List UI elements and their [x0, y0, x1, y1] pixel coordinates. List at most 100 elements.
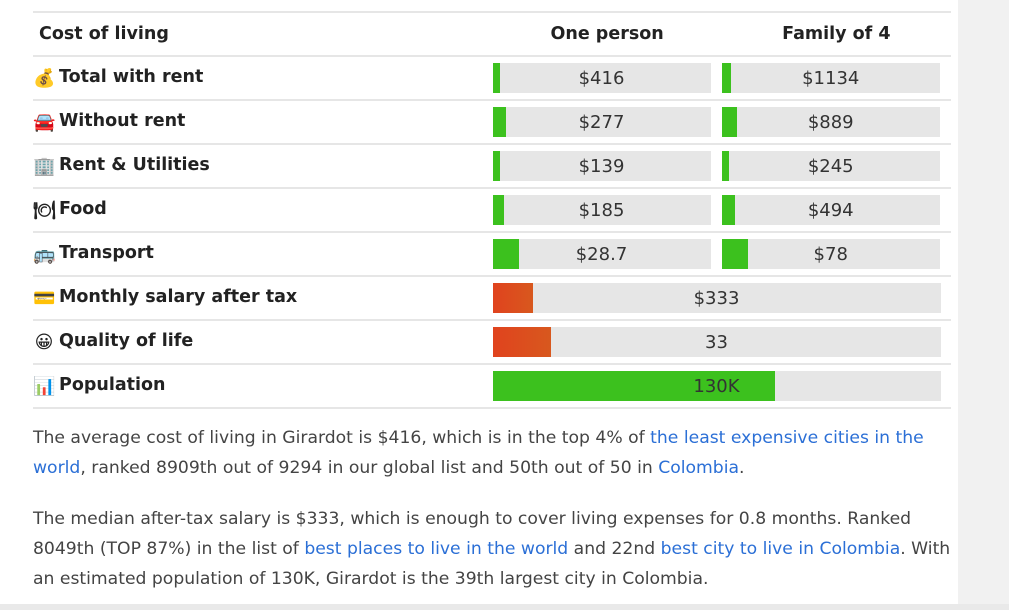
one-person-value: $185 [578, 199, 625, 221]
metric-cell: 33 [492, 319, 951, 364]
one-person-bar-fill [492, 63, 500, 93]
row-label: 🏢 Rent & Utilities [33, 143, 493, 188]
row-label: 😀 Quality of life [33, 319, 493, 364]
metric-value: $333 [693, 287, 740, 309]
family-of-4-value: $494 [807, 199, 854, 221]
family-of-4-cell: $889 [721, 99, 951, 144]
family-of-4-bar: $494 [721, 195, 940, 225]
building-icon: 🏢 [33, 156, 56, 177]
bar-chart-icon: 📊 [33, 376, 56, 397]
average-cost-paragraph: The average cost of living in Girardot i… [33, 423, 953, 483]
family-of-4-bar-fill [721, 107, 737, 137]
row-label-text: Total with rent [59, 67, 204, 87]
one-person-value: $28.7 [575, 243, 628, 265]
one-person-value: $416 [578, 67, 625, 89]
one-person-bar: $277 [492, 107, 711, 137]
row-label-text: Transport [59, 243, 154, 263]
salary-paragraph: The median after-tax salary is $333, whi… [33, 504, 953, 594]
header-cost-of-living: Cost of living [33, 11, 493, 56]
smiley-face-icon: 😀 [34, 332, 54, 353]
paragraph-text: The average cost of living in Girardot i… [33, 428, 651, 448]
row-label-text: Monthly salary after tax [59, 287, 298, 307]
best-city-colombia-link[interactable]: best city to live in Colombia [660, 539, 901, 559]
row-label-text: Food [59, 199, 107, 219]
metric-bar-fill [492, 371, 775, 401]
row-label: 🍽 Food [33, 187, 493, 232]
one-person-bar-fill [492, 239, 519, 269]
family-of-4-bar: $889 [721, 107, 940, 137]
family-of-4-bar-fill [721, 239, 748, 269]
paragraph-text: . With an estimated population of 130K, … [33, 539, 951, 589]
family-of-4-bar-fill [721, 195, 735, 225]
least-expensive-cities-link[interactable]: the least expensive cities in the world [33, 428, 924, 478]
family-of-4-bar-fill [721, 151, 729, 181]
family-of-4-cell: $1134 [721, 55, 951, 100]
row-label-text: Quality of life [59, 331, 194, 351]
row-label: 🚌 Transport [33, 231, 493, 276]
one-person-cell: $416 [492, 55, 722, 100]
metric-bar: 33 [492, 327, 941, 357]
one-person-cell: $139 [492, 143, 722, 188]
table-row: 🏢 Rent & Utilities $139 $245 [33, 143, 951, 188]
table-row: 🚌 Transport $28.7 $78 [33, 231, 951, 276]
metric-bar: 130K [492, 371, 941, 401]
one-person-cell: $277 [492, 99, 722, 144]
one-person-bar-fill [492, 151, 500, 181]
family-of-4-cell: $494 [721, 187, 951, 232]
car-icon: 🚘 [33, 112, 56, 133]
family-of-4-value: $245 [807, 155, 854, 177]
one-person-bar-fill [492, 195, 504, 225]
colombia-link[interactable]: Colombia [658, 458, 740, 478]
one-person-cell: $185 [492, 187, 722, 232]
row-label-text: Rent & Utilities [59, 155, 210, 175]
one-person-bar-fill [492, 107, 506, 137]
one-person-bar: $139 [492, 151, 711, 181]
money-bag-icon: 💰 [33, 68, 56, 89]
family-of-4-bar: $1134 [721, 63, 940, 93]
table-row: 😀 Quality of life 33 [33, 319, 951, 364]
table-row: 💰 Total with rent $416 $1134 [33, 55, 951, 100]
family-of-4-value: $78 [813, 243, 848, 265]
metric-cell: 130K [492, 363, 951, 409]
paragraph-text: , ranked 8909th out of 9294 in our globa… [80, 458, 659, 478]
family-of-4-cell: $245 [721, 143, 951, 188]
row-label: 💳 Monthly salary after tax [33, 275, 493, 320]
table-row: 📊 Population 130K [33, 363, 951, 409]
table-row: 💳 Monthly salary after tax $333 [33, 275, 951, 320]
header-one-person: One person [492, 11, 722, 56]
page-bottom-divider [0, 604, 1009, 610]
paragraph-text: . [739, 458, 745, 478]
bus-icon: 🚌 [33, 244, 56, 265]
family-of-4-bar: $245 [721, 151, 940, 181]
metric-bar-fill [492, 327, 551, 357]
paragraph-text: The median after-tax salary is $333, whi… [33, 509, 912, 559]
family-of-4-value: $889 [807, 111, 854, 133]
one-person-value: $139 [578, 155, 625, 177]
page-right-margin [958, 0, 1009, 610]
paragraph-text: and 22nd [568, 539, 661, 559]
one-person-bar: $416 [492, 63, 711, 93]
table-row: 🚘 Without rent $277 $889 [33, 99, 951, 144]
table-row: 🍽 Food $185 $494 [33, 187, 951, 232]
family-of-4-value: $1134 [802, 67, 860, 89]
metric-value: 33 [705, 331, 728, 353]
cost-of-living-table: Cost of living One person Family of 4 💰 T… [33, 11, 951, 409]
plate-utensils-icon: 🍽 [33, 200, 56, 221]
row-label-text: Population [59, 375, 166, 395]
one-person-value: $277 [578, 111, 625, 133]
family-of-4-bar: $78 [721, 239, 940, 269]
table-header-row: Cost of living One person Family of 4 [33, 11, 951, 56]
row-label: 🚘 Without rent [33, 99, 493, 144]
one-person-bar: $28.7 [492, 239, 711, 269]
metric-bar-fill [492, 283, 533, 313]
one-person-cell: $28.7 [492, 231, 722, 276]
row-label: 💰 Total with rent [33, 55, 493, 100]
metric-value: 130K [693, 375, 740, 397]
best-places-world-link[interactable]: best places to live in the world [304, 539, 569, 559]
row-label: 📊 Population [33, 363, 493, 409]
header-family-of-4: Family of 4 [721, 11, 951, 56]
family-of-4-cell: $78 [721, 231, 951, 276]
credit-card-icon: 💳 [33, 288, 56, 309]
one-person-bar: $185 [492, 195, 711, 225]
metric-cell: $333 [492, 275, 951, 320]
